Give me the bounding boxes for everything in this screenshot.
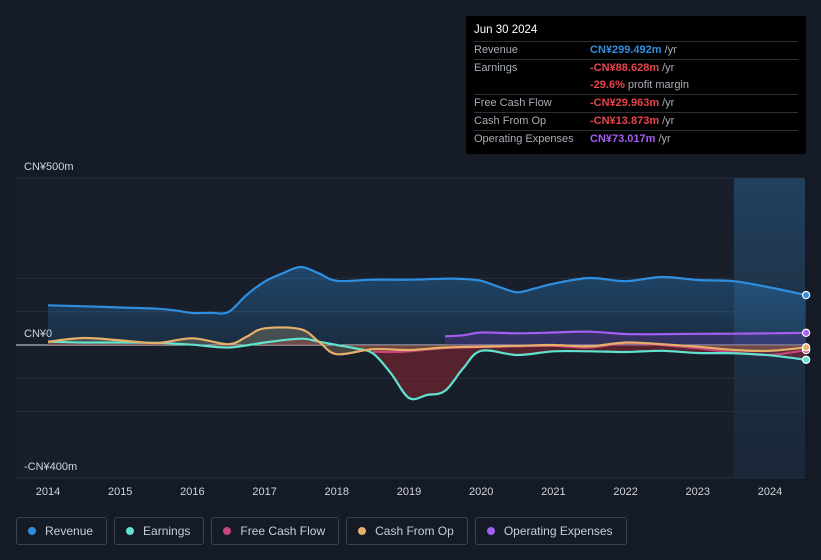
tooltip-row-value: -CN¥88.628m	[590, 62, 660, 74]
end-point-cash-from-op	[801, 343, 811, 352]
tooltip-row-unit: /yr	[658, 133, 671, 145]
tooltip-row-value: CN¥299.492m	[590, 44, 662, 56]
tooltip-row-label: Cash From Op	[474, 115, 547, 127]
legend-label: Free Cash Flow	[240, 524, 326, 538]
legend-item-revenue[interactable]: Revenue	[16, 517, 108, 545]
legend-dot-icon	[28, 527, 36, 535]
x-axis-label: 2016	[180, 486, 204, 498]
legend-label: Cash From Op	[375, 524, 454, 538]
legend-item-cash-from-op[interactable]: Cash From Op	[346, 517, 468, 545]
x-axis-label: 2018	[325, 486, 349, 498]
legend-item-operating-expenses[interactable]: Operating Expenses	[474, 517, 627, 545]
y-axis-label: CN¥500m	[24, 161, 74, 173]
tooltip-row-label: Free Cash Flow	[474, 97, 552, 109]
tooltip-date: Jun 30 2024	[474, 24, 538, 36]
x-axis-label: 2017	[252, 486, 276, 498]
x-axis-label: 2024	[758, 486, 782, 498]
legend-label: Operating Expenses	[503, 524, 613, 538]
operating-expenses-area	[445, 331, 807, 345]
tooltip-row-label: Operating Expenses	[474, 133, 574, 145]
legend-label: Earnings	[143, 524, 191, 538]
tooltip-row-label: Revenue	[474, 44, 519, 56]
tooltip-row: -29.6% profit margin	[474, 77, 798, 94]
tooltip-row-unit: /yr	[662, 62, 675, 74]
end-point-operating-expenses	[801, 328, 811, 338]
legend-label: Revenue	[45, 524, 94, 538]
end-point-revenue	[801, 290, 811, 300]
legend-dot-icon	[486, 527, 495, 535]
tooltip-row-label: Earnings	[474, 62, 518, 74]
series-line-revenue	[47, 265, 807, 315]
legend-item-free-cash-flow[interactable]: Free Cash Flow	[211, 517, 340, 545]
earnings-area	[48, 338, 807, 400]
x-axis-label: 2020	[469, 486, 493, 498]
y-axis-label: -CN¥400m	[24, 461, 77, 473]
tooltip-row-unit: /yr	[662, 97, 675, 109]
tooltip-row: Cash From Op -CN¥13.873m/yr	[474, 112, 798, 130]
x-axis-label: 2021	[541, 486, 565, 498]
chart-legend: Revenue Earnings Free Cash Flow Cash From O…	[16, 517, 627, 545]
tooltip-row-unit: profit margin	[627, 79, 689, 91]
tooltip-row-label	[474, 77, 590, 94]
tooltip-row-value: -29.6%	[590, 79, 625, 91]
tooltip-row-value: -CN¥13.873m	[590, 115, 660, 127]
series-line-operating-expenses	[445, 330, 807, 338]
legend-dot-icon	[223, 527, 232, 535]
tooltip-row-value: -CN¥29.963m	[590, 97, 660, 109]
cash-from-op-area	[48, 327, 807, 355]
series-line-earnings	[47, 337, 807, 401]
series-line-cash-from-op	[47, 326, 807, 356]
end-point-earnings	[801, 355, 811, 364]
y-axis-label: CN¥0	[24, 328, 52, 340]
x-axis-label: 2019	[397, 486, 421, 498]
legend-dot-icon	[358, 527, 367, 535]
tooltip-row-unit: /yr	[664, 44, 677, 56]
tooltip-row: Revenue CN¥299.492m/yr	[474, 41, 798, 59]
x-axis-label: 2022	[613, 486, 637, 498]
legend-dot-icon	[126, 527, 135, 535]
x-axis-label: 2015	[108, 486, 132, 498]
tooltip-row: Earnings -CN¥88.628m/yr	[474, 59, 798, 77]
revenue-area	[48, 267, 807, 345]
tooltip-panel: Jun 30 2024 Revenue CN¥299.492m/yr Earning…	[466, 16, 806, 154]
tooltip-row: Free Cash Flow -CN¥29.963m/yr	[474, 94, 798, 112]
x-axis-label: 2014	[36, 486, 60, 498]
legend-item-earnings[interactable]: Earnings	[114, 517, 205, 545]
tooltip-row: Operating Expenses CN¥73.017m/yr	[474, 130, 798, 148]
x-axis-label: 2023	[686, 486, 710, 498]
tooltip-row-unit: /yr	[662, 115, 675, 127]
tooltip-row-value: CN¥73.017m	[590, 133, 656, 145]
